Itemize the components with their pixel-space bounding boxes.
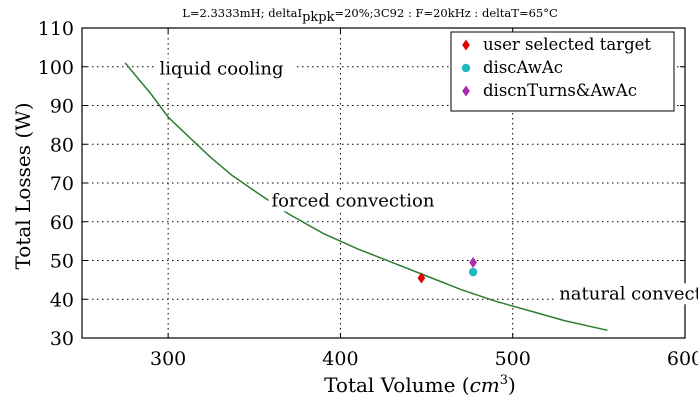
region-annotation: liquid cooling [160, 59, 284, 80]
title-subscript: pkpk [302, 10, 335, 25]
x-tick-label: 600 [667, 348, 698, 370]
annotation-background [556, 283, 698, 305]
tick-marks [82, 27, 686, 339]
x-tick-label: 300 [150, 348, 186, 370]
y-tick-label: 60 [50, 212, 74, 234]
loss-volume-curve [124, 62, 608, 332]
annotation-background [156, 58, 295, 80]
legend-marker [462, 39, 470, 51]
legend-label: discnTurns&AwAc [483, 81, 637, 100]
y-tick-label: 70 [50, 173, 74, 195]
data-point [468, 267, 478, 277]
legend-marker [461, 63, 471, 73]
annotation-background [268, 190, 435, 212]
y-tick-label: 90 [50, 96, 74, 118]
legend-marker [462, 85, 470, 97]
y-tick-label: 110 [38, 18, 74, 40]
y-tick-label: 80 [50, 134, 74, 156]
y-axis-label: Total Losses (W) [11, 102, 35, 269]
x-tick-labels: 300 400 500 600 [150, 348, 698, 370]
x-axis-label-text: Total Volume ( [324, 373, 469, 397]
title-rest: =20%;3C92 : F=20kHz : deltaT=65°C [334, 6, 558, 20]
chart-title: L=2.3333mH; deltaIpkpk=20%;3C92 : F=20kH… [182, 6, 558, 25]
title-main: L=2.3333mH; deltaI [182, 6, 302, 20]
x-tick-label: 400 [322, 348, 358, 370]
annotations: liquid cooling forced convection natural c… [156, 58, 698, 305]
x-tick-label: 500 [495, 348, 531, 370]
data-point [469, 256, 477, 268]
legend-label: user selected target [483, 35, 651, 54]
y-tick-label: 30 [50, 328, 74, 350]
legend: user selected target discAwAc discnTurns&A… [450, 31, 675, 112]
legend-box [450, 31, 675, 112]
y-tick-label: 50 [50, 251, 74, 273]
y-tick-label: 40 [50, 289, 74, 311]
region-annotation: forced convection [272, 190, 435, 211]
x-axis-label-var: cm [470, 373, 500, 397]
series-layer [124, 62, 608, 332]
data-point [417, 272, 426, 284]
x-axis-label-sup: 3 [500, 373, 508, 388]
y-tick-label: 100 [38, 57, 74, 79]
legend-label: discAwAc [483, 58, 563, 77]
x-axis-label: Total Volume (cm3) [324, 373, 516, 397]
y-tick-labels: 30 40 50 60 70 80 90 100 110 [38, 18, 74, 350]
region-annotation: natural convection [559, 283, 698, 304]
x-axis-label-close: ) [508, 373, 516, 397]
